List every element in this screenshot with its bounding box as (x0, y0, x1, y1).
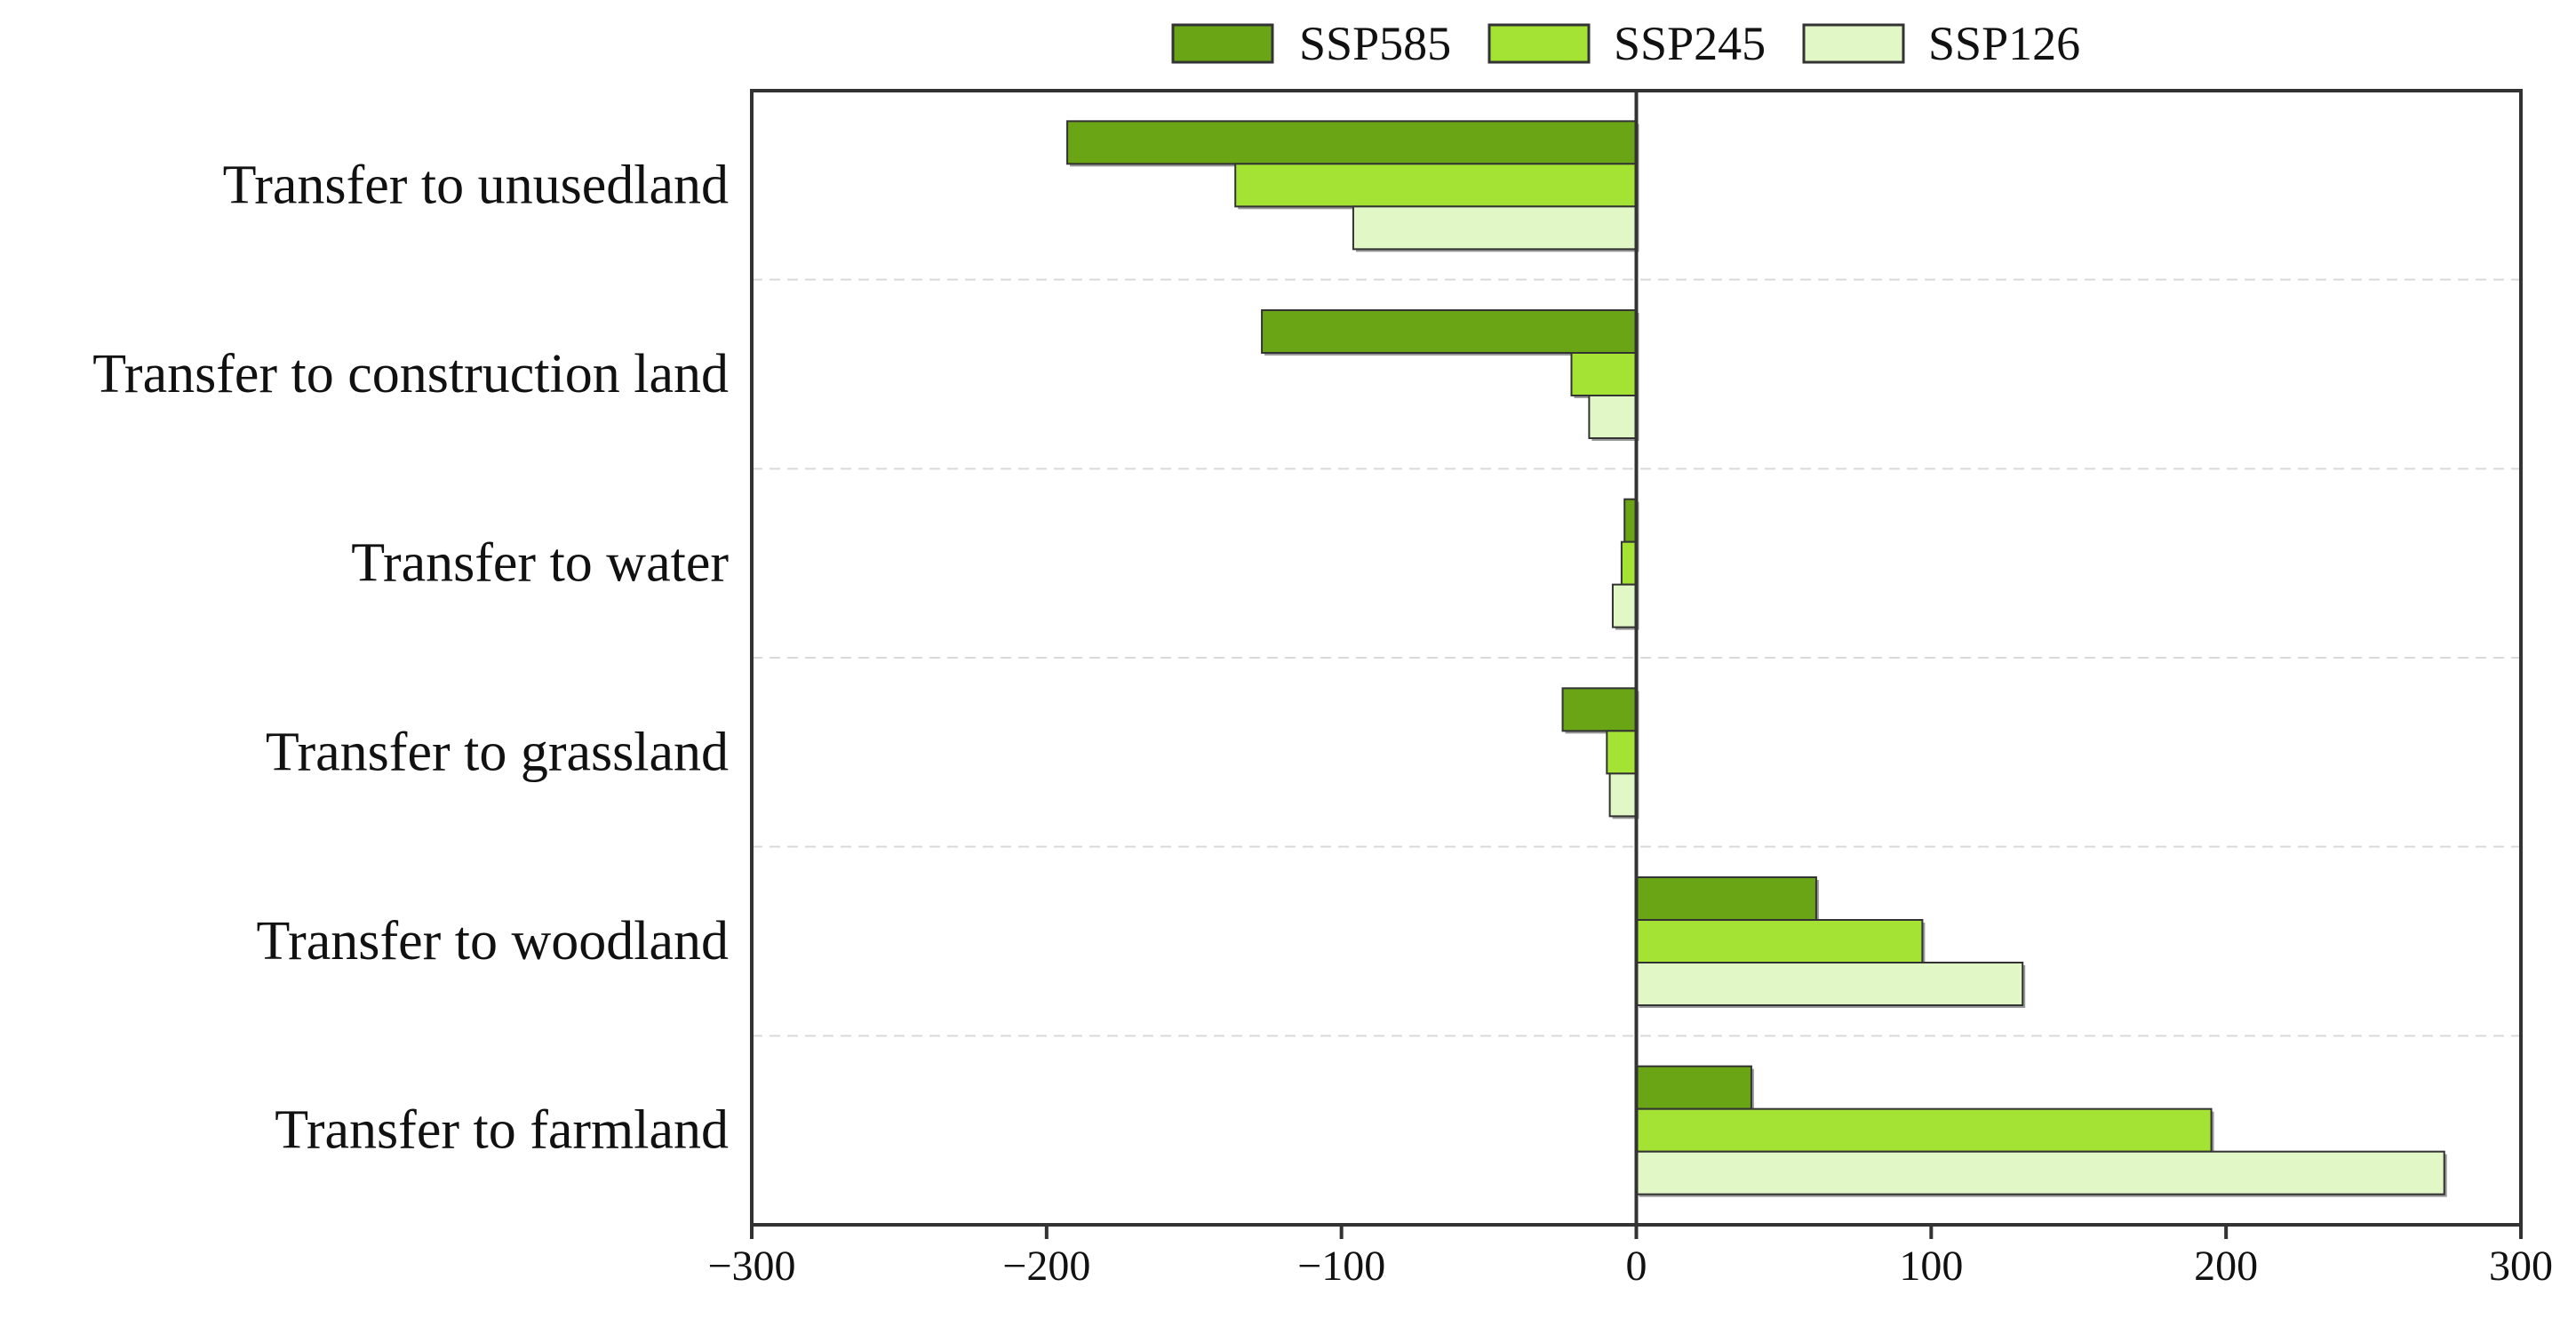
gridlines (752, 278, 2521, 1037)
legend-item-ssp126: SSP126 (1802, 17, 2080, 70)
legend-swatch-ssp126 (1802, 23, 1905, 64)
x-tick-label: −200 (1002, 1243, 1090, 1290)
bar-ssp585-5 (1635, 876, 1817, 921)
x-tick-label: 100 (1899, 1243, 1963, 1290)
legend-label-ssp585: SSP585 (1299, 17, 1451, 70)
category-label: Transfer to unusedland (223, 155, 729, 215)
bar-ssp585-1 (1066, 120, 1638, 165)
bar-ssp126-6 (1635, 1150, 2445, 1195)
category-label: Transfer to construction land (92, 344, 729, 404)
x-tick-label: −100 (1297, 1243, 1385, 1290)
bar-ssp245-6 (1635, 1107, 2213, 1153)
x-tick-label: 0 (1626, 1243, 1647, 1290)
bar-ssp245-3 (1620, 540, 1638, 586)
x-tick-label: 200 (2194, 1243, 2258, 1290)
bar-ssp585-4 (1561, 687, 1638, 732)
category-label: Transfer to farmland (275, 1100, 729, 1161)
legend-swatch-ssp245 (1487, 23, 1591, 64)
legend-swatch-ssp585 (1171, 23, 1274, 64)
bar-ssp126-1 (1352, 205, 1638, 251)
bar-ssp585-6 (1635, 1065, 1752, 1110)
legend-item-ssp245: SSP245 (1487, 17, 1766, 70)
bar-ssp245-1 (1234, 163, 1638, 208)
bar-ssp245-4 (1606, 730, 1638, 775)
bar-ssp126-5 (1635, 962, 2024, 1006)
bar-ssp585-2 (1261, 309, 1638, 354)
bar-ssp245-2 (1570, 352, 1638, 396)
bar-ssp126-4 (1608, 772, 1638, 818)
x-axis: −300 −200 −100 0 100 200 300 (707, 1225, 2553, 1290)
category-label: Transfer to woodland (256, 911, 729, 971)
x-tick-label: 300 (2489, 1243, 2553, 1290)
legend-label-ssp245: SSP245 (1614, 17, 1766, 70)
x-tick-label: −300 (707, 1243, 795, 1290)
bars (1066, 120, 2447, 1197)
bar-ssp245-5 (1635, 919, 1924, 963)
legend: SSP585 SSP245 SSP126 (1171, 17, 2080, 70)
y-axis: Transfer to unusedland Transfer to constr… (92, 155, 729, 1160)
legend-item-ssp585: SSP585 (1171, 17, 1451, 70)
bar-ssp126-3 (1611, 583, 1638, 628)
category-label: Transfer to water (351, 533, 729, 594)
category-label: Transfer to grassland (266, 722, 729, 782)
legend-label-ssp126: SSP126 (1928, 17, 2080, 70)
bar-ssp126-2 (1588, 395, 1638, 439)
